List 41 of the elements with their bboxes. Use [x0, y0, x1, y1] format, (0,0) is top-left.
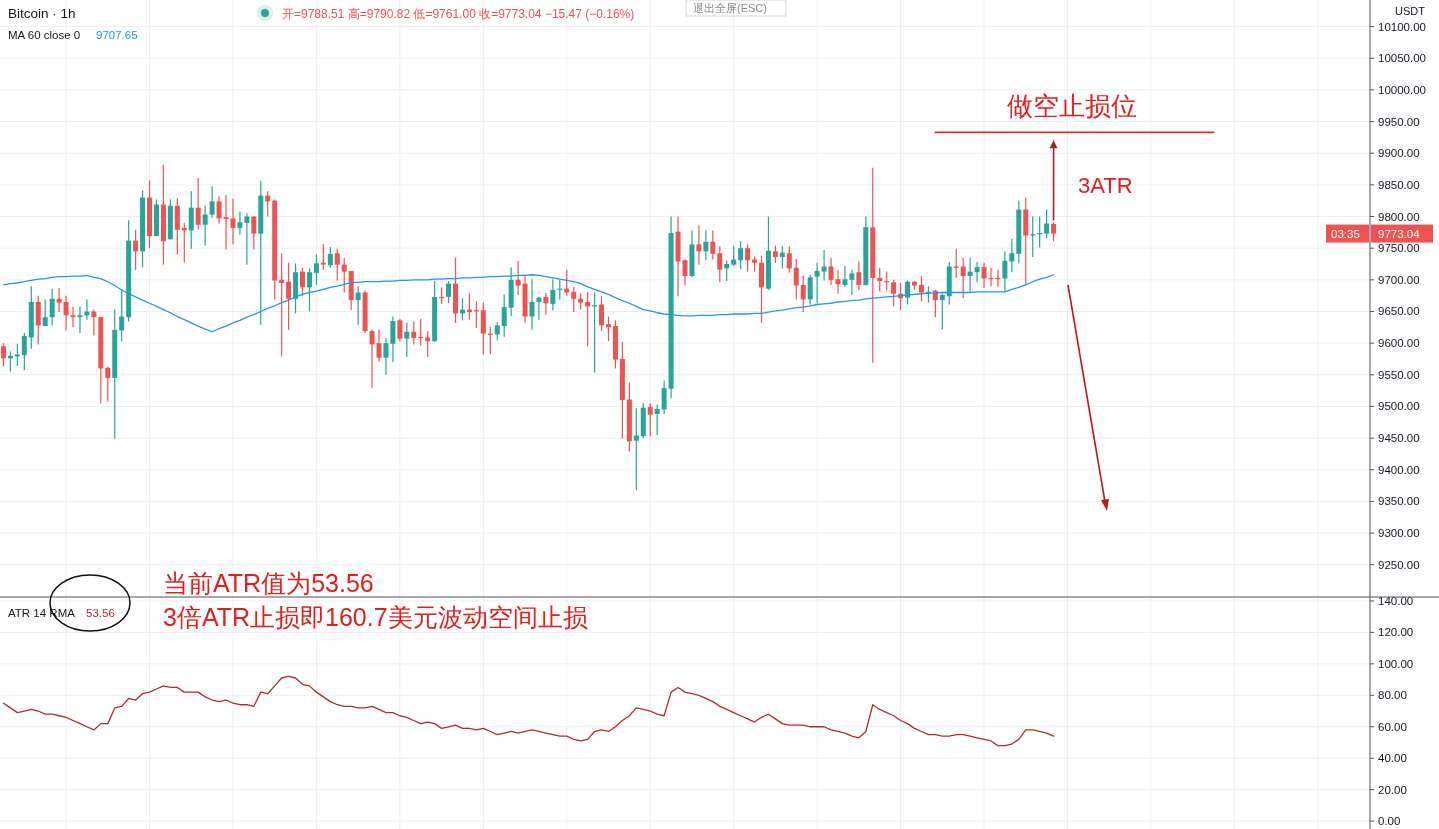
y-tick-label: 40.00	[1378, 752, 1407, 765]
y-tick-label: 60.00	[1378, 720, 1407, 733]
y-tick-label: 100.00	[1378, 657, 1414, 670]
annotation: 退出全屏(ESC)	[693, 2, 767, 14]
y-tick-label: 9500.00	[1378, 400, 1420, 413]
y-tick-label: 9750.00	[1378, 242, 1420, 255]
text: 9773.04	[1378, 227, 1421, 240]
annotation: 3倍ATR止损即160.7美元波动空间止损	[163, 603, 588, 631]
y-tick-label: 10000.00	[1378, 83, 1426, 96]
y-axis-title: USDT	[1395, 5, 1426, 17]
line-series	[2, 274, 1055, 333]
y-tick-label: 9600.00	[1378, 337, 1420, 350]
y-tick-label: 9550.00	[1378, 368, 1420, 381]
annotation: 9707.65	[96, 29, 138, 41]
y-tick-label: 9850.00	[1378, 178, 1420, 191]
y-tick-label: 9300.00	[1378, 527, 1420, 540]
annotation: 03:35	[1331, 227, 1360, 240]
y-tick-label: 20.00	[1378, 783, 1407, 796]
y-tick-label: 80.00	[1378, 689, 1407, 702]
y-tick-label: 9950.00	[1378, 115, 1420, 128]
y-tick-label: 9800.00	[1378, 210, 1420, 223]
y-tick-label: 10050.00	[1378, 52, 1426, 65]
y-tick-label: 10100.00	[1378, 20, 1426, 33]
annotation: 做空止损位	[1007, 91, 1137, 121]
y-tick-label: 9900.00	[1378, 147, 1420, 160]
y-tick-label: 120.00	[1378, 626, 1414, 639]
y-tick-label: 9650.00	[1378, 305, 1420, 318]
y-tick-label: 9400.00	[1378, 463, 1420, 476]
annotation: 3ATR	[1078, 173, 1133, 198]
y-tick-label: 9250.00	[1378, 558, 1420, 571]
y-tick-label: 140.00	[1378, 594, 1414, 607]
text: 开=9788.51 高=9790.82 低=9761.00 收=9773.04 −15.47 (−0.16%)	[282, 7, 635, 21]
y-tick-label: 9700.00	[1378, 273, 1420, 286]
chart-title: Bitcoin · 1h	[8, 6, 76, 21]
text: MA 60 close 0	[8, 29, 81, 41]
annotation: 当前ATR值为53.56	[163, 569, 374, 597]
y-tick-label: 9450.00	[1378, 432, 1420, 445]
y-tick-label: 0.00	[1378, 815, 1401, 828]
y-tick-label: 9350.00	[1378, 495, 1420, 508]
line-series	[2, 675, 1055, 747]
annotation: 53.56	[86, 607, 115, 619]
